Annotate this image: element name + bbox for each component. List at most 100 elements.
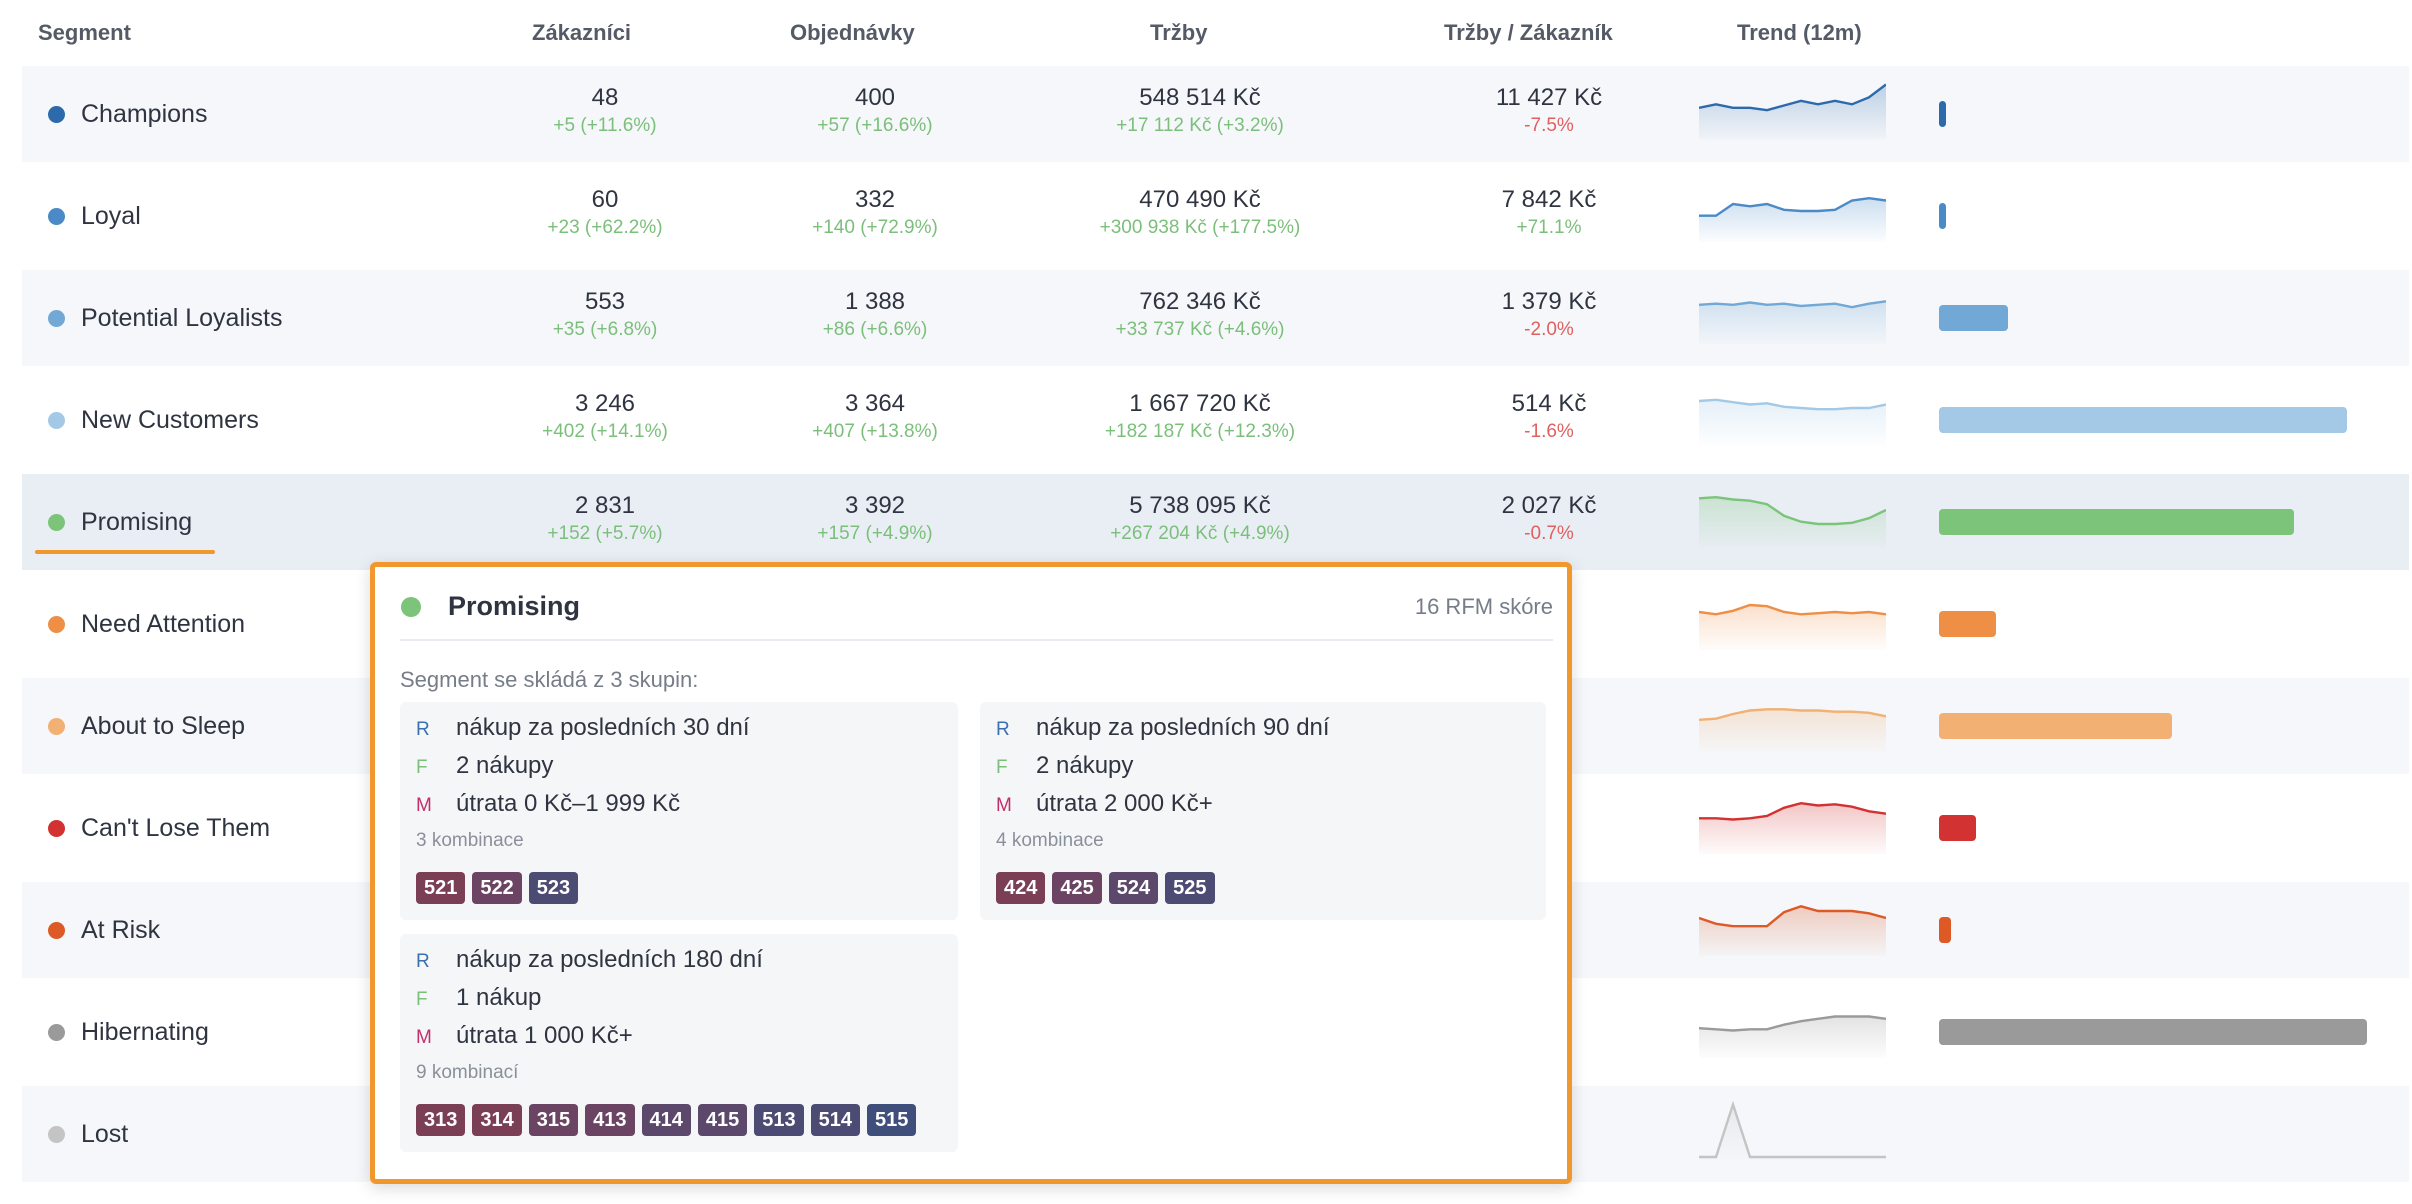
trend-sparkline [1699, 1100, 1886, 1160]
segment-color-dot [48, 1023, 65, 1041]
trend-area [1699, 301, 1886, 344]
rfm-code-chip[interactable]: 522 [472, 872, 522, 904]
segment-name: Need Attention [81, 609, 246, 638]
rfm-code-chip[interactable]: 424 [996, 872, 1046, 904]
rfm-code-chip[interactable]: 525 [1165, 872, 1215, 904]
customers-value: 3 246 [574, 390, 636, 417]
segment-label[interactable]: Promising [48, 474, 192, 570]
rfm-code-chip[interactable]: 313 [416, 1104, 466, 1136]
customers-value: 48 [591, 84, 619, 111]
segment-color-dot [48, 819, 65, 837]
trend-area [1699, 803, 1886, 854]
customers-delta: +23 (+62.2%) [547, 217, 663, 238]
segment-label[interactable]: Hibernating [48, 984, 209, 1080]
segment-label[interactable]: At Risk [48, 882, 160, 978]
table-row[interactable]: Promising 2 831 +152 (+5.7%) 3 392 +157 … [22, 474, 2409, 572]
rpc-delta: -1.6% [1524, 421, 1574, 442]
rfm-letter: R [996, 719, 1010, 740]
rfm-code-chip[interactable]: 521 [416, 872, 466, 904]
segment-name: Lost [81, 1119, 129, 1148]
trend-sparkline [1699, 300, 1886, 344]
trend-line [1699, 83, 1886, 112]
trend-sparkline [1699, 603, 1886, 650]
rpc-value: 1 379 Kč [1501, 288, 1597, 315]
rfm-code-chip[interactable]: 425 [1052, 872, 1102, 904]
rfm-r-text: nákup za posledních 90 dní [1036, 714, 1330, 741]
rfm-code-chip[interactable]: 314 [472, 1104, 522, 1136]
table-row[interactable]: Loyal 60 +23 (+62.2%) 332 +140 (+72.9%) … [22, 168, 2409, 266]
rfm-code-chip[interactable]: 523 [528, 872, 579, 904]
cell-rpc: 7 842 Kč +71.1% [1349, 185, 1749, 241]
rfm-letter: M [416, 795, 432, 816]
col-trend: Trend (12m) [1737, 20, 1862, 45]
trend-sparkline [1699, 398, 1886, 446]
share-bar [1939, 407, 2347, 433]
segment-label[interactable]: Potential Loyalists [48, 270, 283, 366]
trend-line [1699, 905, 1886, 928]
trend-sparkline [1699, 708, 1886, 752]
segment-color-dot [48, 1125, 65, 1143]
revenue-value: 762 346 Kč [1139, 288, 1261, 315]
trend-area [1699, 906, 1886, 956]
customers-delta: +152 (+5.7%) [547, 523, 663, 544]
segment-label[interactable]: New Customers [48, 372, 259, 468]
segment-name: Champions [81, 99, 208, 128]
rfm-r-text: nákup za posledních 30 dní [456, 714, 750, 741]
cell-rpc: 2 027 Kč -0.7% [1349, 491, 1749, 547]
rfm-code-chip[interactable]: 414 [641, 1104, 691, 1136]
segment-color-dot [48, 513, 65, 531]
rfm-code-chip[interactable]: 415 [697, 1104, 748, 1136]
share-bar [1939, 509, 2294, 535]
rfm-code-chip[interactable]: 513 [754, 1104, 804, 1136]
segment-label[interactable]: Champions [48, 66, 207, 162]
trend-area [1699, 605, 1886, 650]
table-row[interactable]: New Customers 3 246 +402 (+14.1%) 3 364 … [22, 372, 2409, 470]
share-bar [1939, 305, 2009, 331]
segment-color-dot [48, 105, 65, 123]
trend-area [1699, 497, 1886, 548]
orders-delta: +86 (+6.6%) [822, 319, 928, 340]
cell-revenue: 470 490 Kč +300 938 Kč (+177.5%) [1000, 185, 1400, 241]
rfm-f-line: F 1 nákup [416, 984, 541, 1012]
rfm-code-chips: 424 425 524 525 [996, 872, 1215, 904]
rfm-code-chips: 521 522 523 [416, 872, 579, 904]
rpc-delta: -0.7% [1524, 523, 1574, 544]
popup-title: Promising [448, 591, 581, 621]
popup-description: Segment se skládá z 3 skupin: [400, 667, 699, 692]
segment-label[interactable]: Lost [48, 1086, 128, 1182]
rfm-code-chip[interactable]: 514 [810, 1104, 860, 1136]
cell-customers: 2 831 +152 (+5.7%) [405, 491, 805, 547]
rfm-code-chip[interactable]: 515 [867, 1104, 917, 1136]
trend-area [1699, 198, 1886, 242]
trend-line [1699, 708, 1886, 721]
segment-label[interactable]: Loyal [48, 168, 141, 264]
col-customers: Zákazníci [532, 20, 632, 45]
orders-value: 3 364 [844, 390, 906, 417]
share-bar [1939, 713, 2172, 739]
rfm-m-text: útrata 0 Kč–1 999 Kč [456, 790, 681, 817]
segment-name: Hibernating [81, 1017, 209, 1046]
revenue-delta: +17 112 Kč (+3.2%) [1116, 115, 1284, 136]
segment-color-dot [48, 207, 65, 225]
orders-delta: +157 (+4.9%) [817, 523, 933, 544]
table-row[interactable]: Champions 48 +5 (+11.6%) 400 +57 (+16.6%… [22, 66, 2409, 164]
rfm-code-chip[interactable]: 315 [528, 1104, 579, 1136]
rpc-value: 11 427 Kč [1495, 84, 1603, 111]
revenue-value: 470 490 Kč [1139, 186, 1261, 213]
segment-label[interactable]: About to Sleep [48, 678, 245, 774]
orders-delta: +57 (+16.6%) [817, 115, 933, 136]
rfm-code-chip[interactable]: 524 [1108, 872, 1159, 904]
trend-line [1699, 603, 1886, 616]
table-row[interactable]: Potential Loyalists 553 +35 (+6.8%) 1 38… [22, 270, 2409, 368]
segment-color-dot [48, 921, 65, 939]
rfm-letter: F [416, 989, 428, 1010]
combination-count: 9 kombinací [416, 1062, 519, 1083]
segment-label[interactable]: Need Attention [48, 576, 245, 672]
segment-label[interactable]: Can't Lose Them [48, 780, 270, 876]
rfm-code-chip[interactable]: 413 [585, 1104, 635, 1136]
combination-count: 3 kombinace [416, 830, 524, 851]
